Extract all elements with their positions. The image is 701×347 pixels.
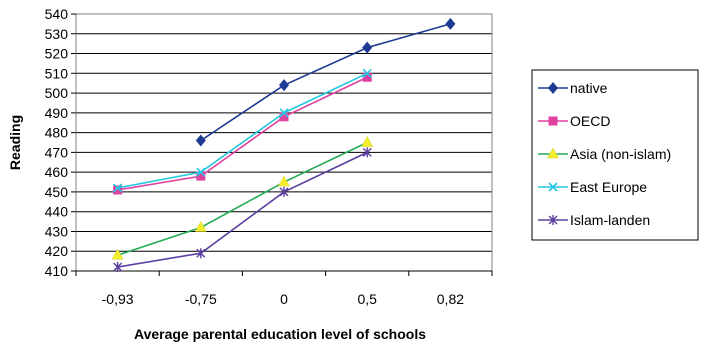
- y-tick-label: 500: [45, 85, 69, 101]
- legend-label: OECD: [570, 113, 610, 129]
- series-group: [111, 17, 456, 273]
- series-line: [117, 72, 368, 189]
- legend-marker: [548, 215, 558, 225]
- data-point: [279, 108, 289, 118]
- legend-label: Islam-landen: [570, 212, 650, 228]
- x-tick-label: 0,82: [437, 291, 464, 307]
- x-axis-label: Average parental education level of scho…: [134, 326, 426, 342]
- data-point: [362, 68, 372, 78]
- data-point: [113, 185, 123, 195]
- legend-box: [531, 69, 699, 241]
- y-tick-label: 430: [45, 223, 69, 239]
- legend-marker: [547, 147, 559, 159]
- legend-marker: [548, 82, 558, 94]
- legend-item: OECD: [538, 113, 610, 129]
- y-tick-label: 490: [45, 105, 69, 121]
- y-tick-label: 460: [45, 164, 69, 180]
- data-point: [362, 72, 372, 82]
- data-point: [195, 134, 206, 147]
- data-point: [196, 167, 206, 177]
- legend-label: Asia (non-islam): [570, 146, 671, 162]
- x-tick-label: 0: [280, 291, 288, 307]
- y-tick-label: 470: [45, 144, 69, 160]
- y-tick-label: 480: [45, 125, 69, 141]
- series-4: [113, 147, 372, 273]
- data-point: [279, 79, 289, 92]
- y-axis-label: Reading: [7, 115, 23, 170]
- y-tick-label: 540: [45, 6, 69, 22]
- legend-marker: [548, 182, 558, 192]
- series-1: [113, 72, 372, 195]
- data-point: [194, 220, 207, 232]
- x-tick-label: -0,93: [102, 291, 134, 307]
- data-point: [113, 262, 123, 273]
- legend-marker: [548, 116, 558, 126]
- series-2: [111, 135, 374, 260]
- data-point: [445, 17, 456, 30]
- y-tick-label: 510: [45, 65, 69, 81]
- data-point: [362, 147, 372, 158]
- series-line: [117, 141, 368, 256]
- x-axis: -0,93 -0,75 0 0,5 0,82: [75, 270, 493, 307]
- series-line: [117, 76, 368, 191]
- data-point: [279, 112, 289, 122]
- data-point: [279, 186, 289, 197]
- series-line: [200, 23, 451, 142]
- x-tick-label: 0,5: [357, 291, 377, 307]
- data-point: [196, 248, 206, 259]
- data-point: [196, 171, 206, 181]
- data-point: [362, 41, 373, 54]
- legend-item: Islam-landen: [538, 212, 650, 228]
- data-point: [361, 135, 374, 147]
- data-point: [111, 248, 124, 260]
- legend-label: East Europe: [570, 179, 647, 195]
- legend-label: native: [570, 80, 608, 96]
- legend-item: East Europe: [538, 179, 647, 195]
- series-3: [113, 68, 372, 193]
- series-0: [195, 17, 456, 147]
- data-point: [278, 175, 290, 187]
- y-tick-label: 420: [45, 243, 69, 259]
- legend-item: native: [538, 80, 608, 96]
- y-tick-label: 530: [45, 26, 69, 42]
- grid: [76, 13, 492, 272]
- legend-item: Asia (non-islam): [538, 146, 671, 162]
- y-tick-label: 410: [45, 263, 69, 279]
- series-line: [117, 151, 368, 268]
- y-tick-label: 440: [45, 204, 69, 220]
- legend: native OECD Asia (non-islam) East Europe Isl…: [531, 69, 699, 241]
- x-tick-label: -0,75: [185, 291, 217, 307]
- y-tick-label: 450: [45, 184, 69, 200]
- plot-area: [75, 13, 493, 272]
- y-tick-label: 520: [45, 46, 69, 62]
- data-point: [113, 183, 123, 193]
- y-axis: 410 420 430 440 450 460 470 480 490 500 510 520 530 5…: [45, 6, 76, 279]
